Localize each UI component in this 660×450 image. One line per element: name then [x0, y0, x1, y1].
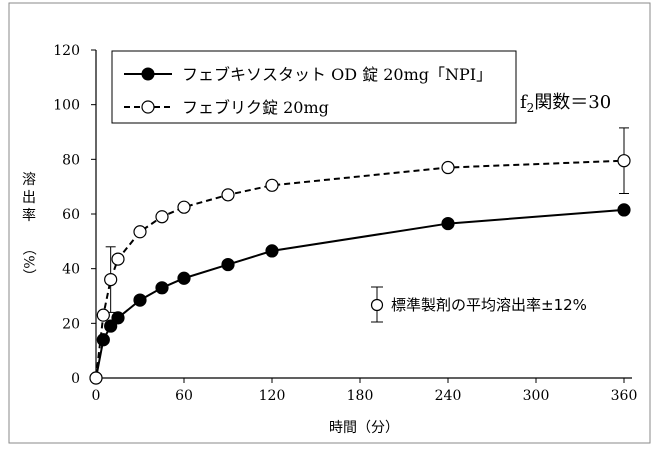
f2-subscript: 2 [527, 101, 535, 115]
chart-frame [8, 2, 651, 444]
x-tick-label: 120 [259, 388, 286, 404]
x-tick-label: 240 [435, 388, 462, 404]
data-point-series-0 [155, 281, 169, 295]
data-point-series-1 [265, 178, 279, 192]
x-tick-label: 300 [523, 388, 550, 404]
legend-box [111, 50, 517, 124]
y-tick-label: 0 [71, 371, 80, 387]
data-point-series-0 [617, 203, 631, 217]
series-lines [95, 159, 625, 379]
y-tick-label: 80 [62, 152, 80, 168]
legend-marker-reference [141, 100, 155, 114]
x-tick-label: 60 [175, 388, 193, 404]
y-tick-label: 100 [53, 98, 80, 114]
x-tick-label: 0 [92, 388, 101, 404]
data-point-series-0 [133, 293, 147, 307]
data-point-series-1 [133, 225, 147, 239]
data-point-series-0 [221, 257, 235, 272]
data-point-series-1 [89, 371, 103, 385]
y-axis-title-unit: （%） [20, 241, 36, 282]
data-point-series-1 [441, 160, 455, 175]
data-point-series-1 [177, 200, 191, 214]
y-axis-title-char-2: 出 [22, 190, 36, 206]
reference-errorbar-sample [370, 286, 384, 323]
data-point-series-0 [104, 319, 118, 333]
y-tick-label: 40 [62, 262, 80, 278]
x-axis-title: 時間（分） [329, 420, 399, 436]
f2-prefix: f [520, 92, 528, 113]
data-point-series-1 [104, 273, 118, 287]
y-tick-label: 20 [62, 316, 80, 332]
legend-label-reference: フェブリク錠 20mg [182, 98, 329, 117]
data-point-series-1 [155, 210, 169, 224]
legend-marker-test [141, 67, 155, 81]
data-point-series-0 [111, 311, 125, 325]
data-point-series-1 [617, 154, 631, 168]
data-point-series-0 [96, 333, 110, 347]
data-point-series-0 [265, 244, 279, 258]
data-point-series-1 [111, 252, 125, 266]
y-tick-label: 120 [53, 43, 80, 59]
y-axis-title-char-1: 溶 [22, 172, 36, 188]
data-point-series-0 [177, 271, 191, 285]
data-point-series-0 [441, 216, 455, 231]
y-axis-title-char-3: 率 [22, 207, 36, 224]
data-point-series-1 [221, 188, 235, 202]
y-tick-label: 60 [62, 207, 80, 223]
tick-group: 0 60 120 180 240 300 360 0 20 40 60 80 100 120 [53, 43, 637, 404]
x-tick-label: 360 [611, 388, 638, 404]
f2-rest: 関数＝30 [534, 92, 611, 113]
legend-label-test: フェブキソスタット OD 錠 20mg「NPI」 [182, 65, 492, 84]
series-line-0 [95, 208, 625, 379]
series-markers [89, 154, 631, 385]
series-line-1 [95, 159, 625, 379]
data-point-series-1 [96, 308, 110, 322]
reference-errorbar-label: 標準製剤の平均溶出率±12% [391, 296, 587, 314]
f2-annotation: f2関数＝30 [520, 92, 611, 115]
x-tick-label: 180 [347, 388, 374, 404]
